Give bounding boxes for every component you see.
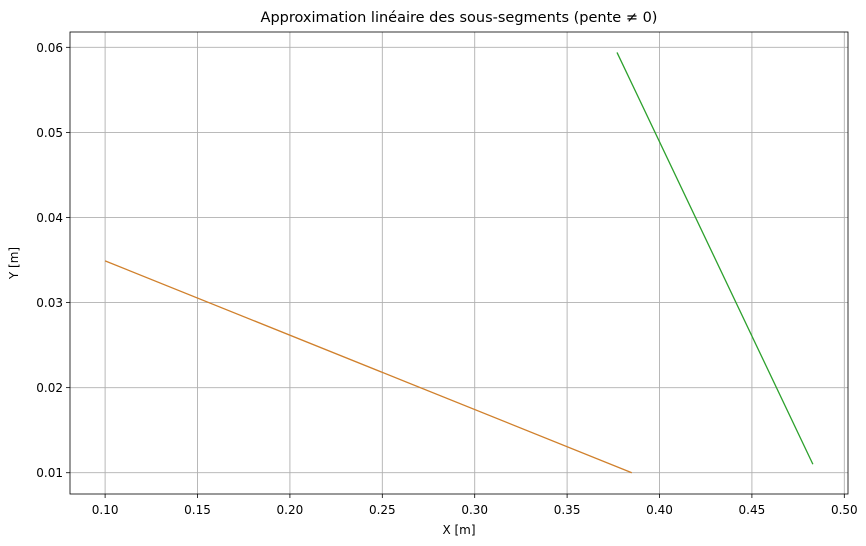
x-axis-label: X [m] xyxy=(442,523,475,537)
series-line-1 xyxy=(104,260,633,474)
y-tick-label: 0.05 xyxy=(36,126,63,140)
y-tick-label: 0.03 xyxy=(36,296,63,310)
grid xyxy=(70,32,848,494)
chart-title: Approximation linéaire des sous-segments… xyxy=(261,10,658,26)
y-tick-label: 0.06 xyxy=(36,41,63,55)
x-tick-label: 0.40 xyxy=(646,503,673,517)
y-tick-label: 0.01 xyxy=(36,466,63,480)
plot-frame xyxy=(69,31,849,495)
x-tick-label: 0.10 xyxy=(92,503,119,517)
x-tick-label: 0.30 xyxy=(461,503,488,517)
y-tick-label: 0.04 xyxy=(36,211,63,225)
series-layer xyxy=(104,52,814,474)
series-line-2 xyxy=(616,52,814,465)
x-tick-label: 0.50 xyxy=(831,503,858,517)
x-tick-label: 0.25 xyxy=(369,503,396,517)
x-tick-label: 0.20 xyxy=(277,503,304,517)
axis-ticks: 0.10 0.15 0.20 0.25 0.30 0.35 0.40 0.45 0.50 0.01… xyxy=(36,41,857,517)
x-tick-label: 0.45 xyxy=(739,503,766,517)
y-axis-label: Y [m] xyxy=(7,247,21,280)
x-tick-label: 0.35 xyxy=(554,503,581,517)
y-tick-label: 0.02 xyxy=(36,381,63,395)
x-tick-label: 0.15 xyxy=(184,503,211,517)
